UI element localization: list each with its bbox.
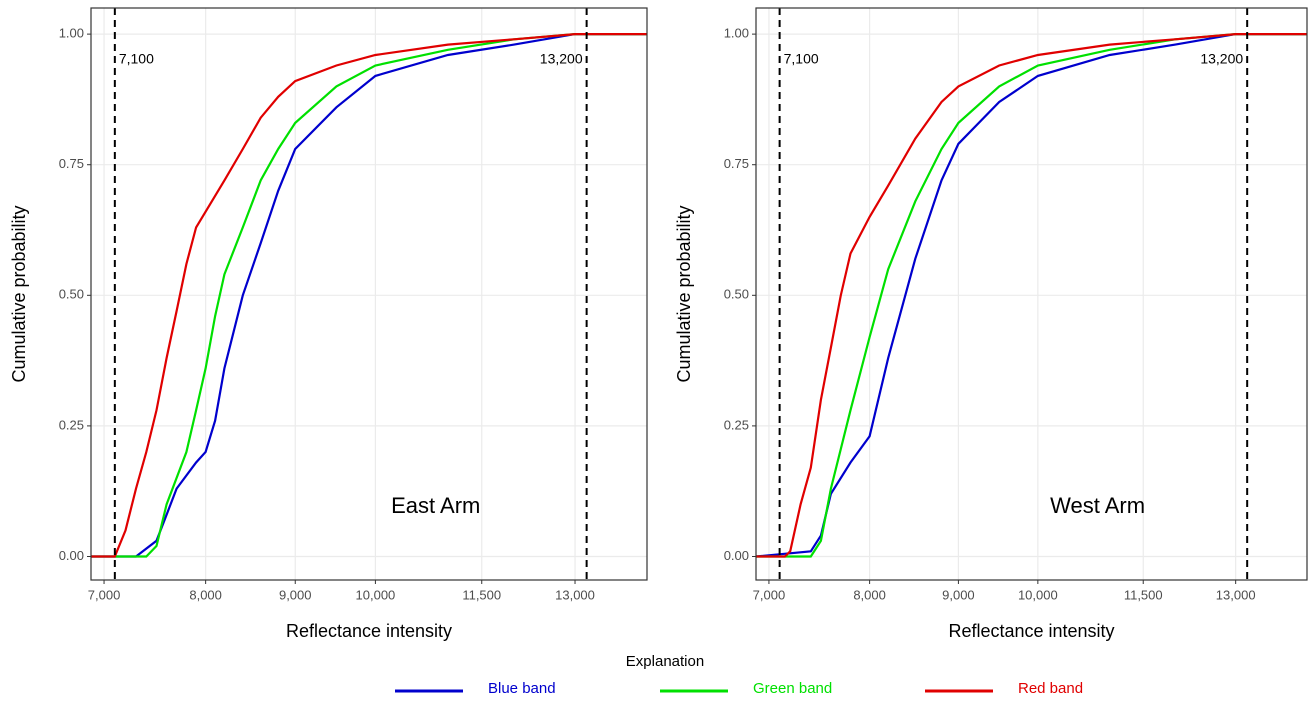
x-tick-label: 10,000 [356, 587, 396, 602]
cdf-line [91, 32, 647, 558]
y-tick-label: 0.00 [724, 548, 749, 563]
y-tick-label: 0.00 [59, 548, 84, 563]
x-tick-label: 10,000 [1018, 587, 1058, 602]
x-tick-label: 8,000 [189, 587, 222, 602]
reference-label: 7,100 [784, 51, 819, 67]
x-tick-label: 7,000 [88, 587, 121, 602]
x-tick-label: 8,000 [853, 587, 886, 602]
x-axis-title: Reflectance intensity [948, 621, 1114, 641]
x-axis-title: Reflectance intensity [286, 621, 452, 641]
x-tick-label: 13,000 [555, 587, 595, 602]
y-axis-title: Cumulative probability [674, 205, 694, 382]
cdf-line [91, 32, 647, 558]
x-tick-label: 11,500 [1124, 587, 1163, 602]
cdf-line [756, 32, 1307, 558]
panel-label: West Arm [1050, 493, 1145, 518]
x-tick-label: 13,000 [1216, 587, 1256, 602]
panel: 0.00 0.25 0.50 0.75 1.00 7,000 8,000 9,000 10,00… [9, 7, 648, 641]
y-tick-label: 1.00 [724, 26, 749, 41]
y-tick-label: 0.75 [724, 156, 749, 171]
panel-border [90, 7, 648, 581]
panel-background [756, 8, 1307, 580]
legend-title: Explanation [626, 653, 704, 670]
y-tick-label: 0.75 [59, 156, 84, 171]
legend-label: Green band [753, 680, 832, 697]
x-tick-label: 7,000 [753, 587, 786, 602]
cdf-line [91, 32, 647, 558]
legend-label: Red band [1018, 680, 1083, 697]
reference-label: 13,200 [540, 51, 583, 67]
legend-label: Blue band [488, 680, 556, 697]
y-tick-label: 0.25 [59, 417, 84, 432]
reference-label: 13,200 [1200, 51, 1243, 67]
reference-label: 7,100 [119, 51, 154, 67]
y-tick-label: 1.00 [59, 26, 84, 41]
panel-label: East Arm [391, 493, 480, 518]
panel: 0.00 0.25 0.50 0.75 1.00 7,000 8,000 9,000 10,00… [674, 7, 1308, 641]
panel-border [755, 7, 1308, 581]
y-tick-label: 0.50 [59, 287, 84, 302]
panel-background [91, 8, 647, 580]
x-tick-label: 9,000 [942, 587, 975, 602]
y-tick-label: 0.50 [724, 287, 749, 302]
x-tick-label: 11,500 [462, 587, 501, 602]
x-tick-label: 9,000 [279, 587, 312, 602]
cdf-line [756, 32, 1307, 558]
y-axis-title: Cumulative probability [9, 205, 29, 382]
y-tick-label: 0.25 [724, 417, 749, 432]
